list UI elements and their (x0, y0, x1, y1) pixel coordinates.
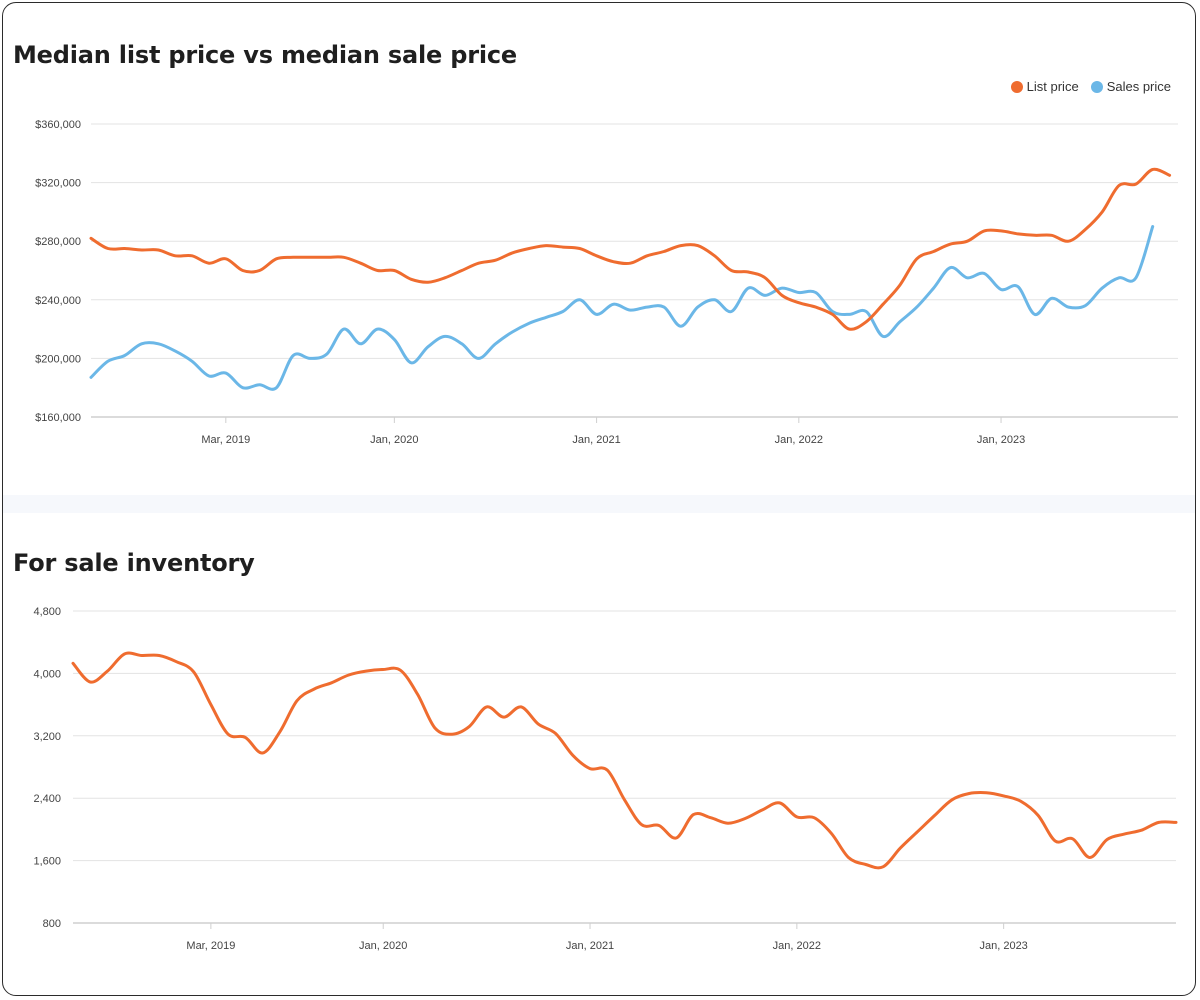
price-chart-y-tick-label: $280,000 (35, 236, 81, 248)
legend-label-list-price: List price (1026, 79, 1079, 94)
price-chart-y-tick-label: $200,000 (35, 353, 81, 365)
inventory-chart-panel: For sale inventory 800 1,600 2,400 3,200 4,0… (3, 513, 1195, 995)
price-chart-y-tick-label: $240,000 (35, 295, 81, 307)
inventory-chart-y-tick-label: 2,400 (33, 793, 61, 805)
price-chart-x-tick-label: Jan, 2023 (977, 434, 1025, 446)
inventory-chart-y-tick-label: 4,000 (33, 668, 61, 680)
price-chart-y-tick-label: $320,000 (35, 178, 81, 190)
price-chart-sales-price-line (89, 225, 1155, 391)
legend-label-sales-price: Sales price (1106, 79, 1171, 94)
inventory-chart-y-tick-label: 1,600 (33, 856, 61, 868)
panel-separator (3, 495, 1195, 513)
inventory-chart-x-tick-label: Jan, 2021 (566, 940, 614, 952)
price-chart-title: Median list price vs median sale price (13, 41, 517, 69)
price-chart-panel: Median list price vs median sale price L… (3, 3, 1195, 495)
price-chart-y-tick-label: $160,000 (35, 412, 81, 424)
inventory-chart-x-tick-label: Jan, 2022 (773, 940, 821, 952)
price-chart-plot: $160,000 $200,000 $240,000 $280,000 $320,000… (35, 119, 1178, 446)
list-price-legend-dot-icon (1010, 80, 1023, 93)
inventory-chart-y-tick-label: 3,200 (33, 731, 61, 743)
price-chart-x-tick-label: Mar, 2019 (201, 434, 250, 446)
inventory-chart-x-tick-label: Jan, 2020 (359, 940, 407, 952)
inventory-chart-series-line (71, 651, 1178, 870)
inventory-chart-title: For sale inventory (13, 549, 255, 577)
price-chart-x-tick-label: Jan, 2022 (775, 434, 823, 446)
inventory-chart-plot: 800 1,600 2,400 3,200 4,000 4,800 Mar, 2019 Jan… (33, 606, 1178, 952)
legend-item-sales-price[interactable]: Sales price (1090, 79, 1171, 94)
price-chart-x-tick-label: Jan, 2020 (370, 434, 418, 446)
inventory-chart-y-tick-label: 800 (43, 918, 61, 930)
price-chart-x-tick-label: Jan, 2021 (572, 434, 620, 446)
price-chart-legend: List price Sales price (1010, 79, 1171, 94)
price-chart-list-price-line (89, 167, 1172, 331)
sales-price-legend-dot-icon (1090, 80, 1103, 93)
inventory-chart-x-tick-label: Jan, 2023 (979, 940, 1027, 952)
inventory-chart-y-tick-label: 4,800 (33, 606, 61, 618)
inventory-chart-x-tick-label: Mar, 2019 (186, 940, 235, 952)
price-chart-y-tick-label: $360,000 (35, 119, 81, 131)
legend-item-list-price[interactable]: List price (1010, 79, 1079, 94)
